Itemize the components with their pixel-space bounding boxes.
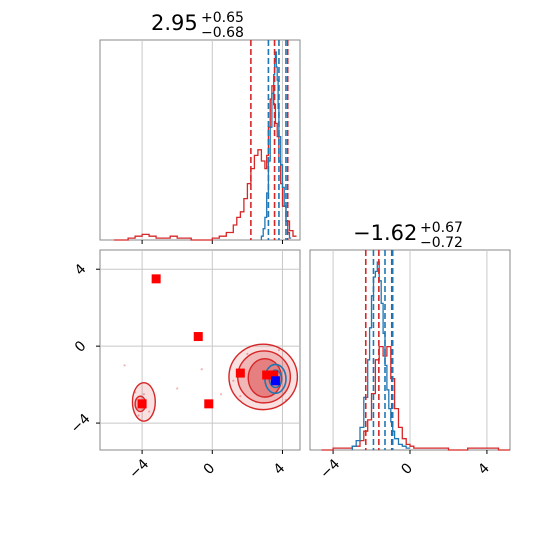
- scatter-point-11: [219, 393, 223, 396]
- hist-top-title-lower: −0.68: [201, 25, 244, 41]
- scatter-y-tick-label-1: 0: [72, 338, 90, 356]
- red-square-marker-1: [193, 332, 203, 342]
- hist-panel-right: −4 0 4 −1.62 +0.67 −0.72: [309, 220, 511, 482]
- hist-right-tick-label-0: −4: [317, 456, 343, 482]
- scatter-point-6: [277, 348, 281, 352]
- scatter-point-13: [200, 368, 203, 371]
- scatter-x-tick-label-0: −4: [126, 456, 152, 482]
- hist-right-series-red: [321, 345, 510, 451]
- hist-panel-top: 2.95 +0.65 −0.68: [99, 10, 301, 244]
- scatter-point-4: [246, 352, 249, 355]
- scatter-point-12: [123, 364, 126, 367]
- scatter-point-8: [232, 379, 235, 382]
- hist-right-series-blue: [351, 261, 410, 450]
- red-square-marker-4: [235, 368, 245, 378]
- hist-right-title-lower: −0.72: [420, 235, 463, 251]
- red-square-marker-2: [137, 399, 147, 409]
- scatter-x-tick-label-2: 4: [271, 460, 289, 478]
- hist-right-tick-label-2: 4: [475, 460, 493, 478]
- scatter-y-tick-label-0: −4: [68, 411, 94, 437]
- scatter-panel: −4 0 4 −4 0 4: [68, 249, 301, 482]
- hist-top-title-upper: +0.65: [201, 10, 244, 26]
- scatter-frame: [99, 249, 301, 451]
- hist-top-title-value: 2.95: [151, 11, 198, 35]
- scatter-x-tick-label-1: 0: [201, 460, 219, 478]
- scatter-point-1: [148, 410, 151, 413]
- red-square-marker-3: [204, 399, 214, 409]
- hist-right-title-upper: +0.67: [420, 220, 463, 236]
- hist-top-series-blue: [260, 51, 292, 240]
- scatter-point-2: [142, 393, 145, 396]
- scatter-y-tick-label-2: 4: [72, 261, 90, 279]
- hist-right-title-value: −1.62: [353, 221, 417, 245]
- red-square-marker-5: [262, 370, 272, 380]
- blue-square-marker-0: [270, 376, 280, 386]
- scatter-point-3: [137, 414, 140, 417]
- hist-right-tick-label-1: 0: [398, 460, 416, 478]
- red-square-marker-0: [151, 274, 161, 284]
- scatter-point-10: [176, 387, 179, 390]
- scatter-point-5: [239, 395, 242, 398]
- red-square-marker-6: [269, 370, 279, 380]
